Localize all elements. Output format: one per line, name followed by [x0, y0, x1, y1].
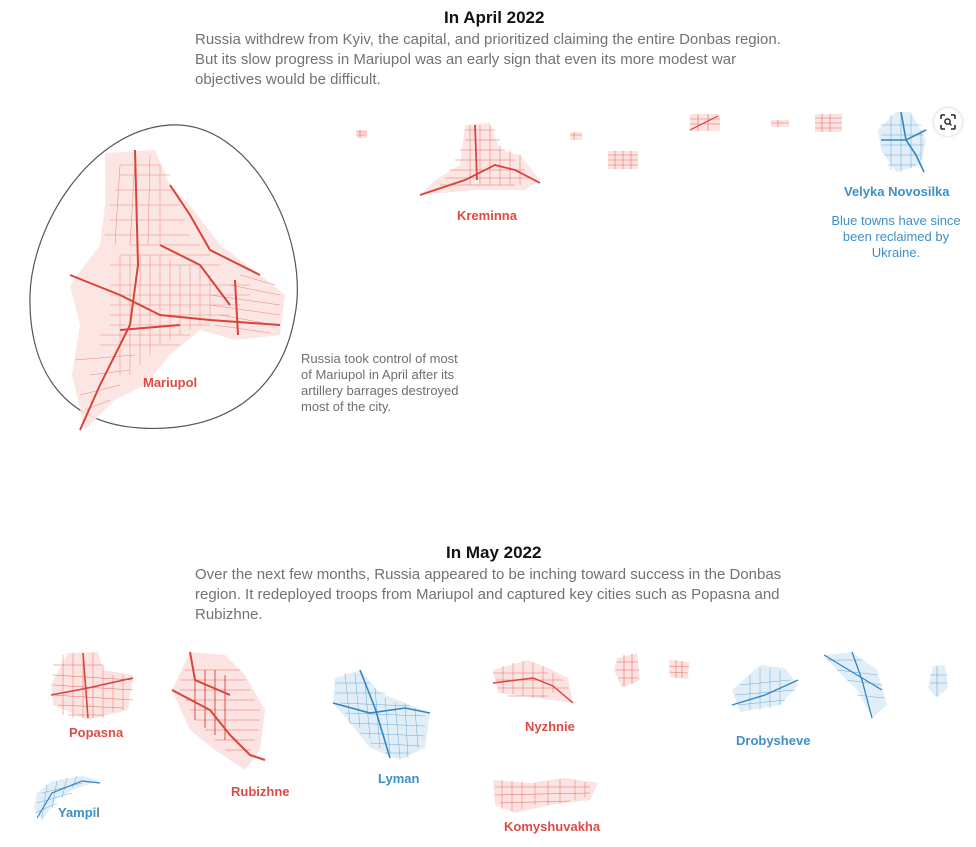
label-komyshuvakha: Komyshuvakha [504, 819, 601, 834]
map-village-6 [815, 114, 842, 132]
map-popasna [50, 652, 134, 720]
label-mariupol: Mariupol [143, 375, 198, 390]
map-village-5 [771, 120, 789, 127]
map-village-1 [356, 130, 367, 138]
label-drobysheve: Drobysheve [736, 733, 811, 748]
focus-zoom-icon [940, 114, 956, 130]
map-village-2 [570, 132, 582, 140]
map-komyshuvakha [493, 778, 598, 813]
map-drobysheve [731, 665, 799, 712]
map-kreminna [419, 123, 541, 196]
label-rubizhne: Rubizhne [231, 784, 290, 799]
zoom-button[interactable] [934, 108, 962, 136]
label-velyka-novosilka: Velyka Novosilka [844, 184, 950, 199]
blue-towns-annotation: Blue towns have since been reclaimed by … [831, 213, 961, 260]
map-lyman [332, 669, 431, 760]
map-village-4 [689, 114, 720, 131]
mariupol-highlight-ring [29, 124, 298, 430]
map-rubizhne [171, 651, 266, 770]
label-kreminna: Kreminna [457, 208, 517, 223]
map-village-10 [928, 665, 948, 698]
map-yampil [34, 775, 101, 821]
map-village-3 [608, 151, 638, 169]
map-nyzhnie [492, 660, 574, 704]
april-title: In April 2022 [444, 8, 545, 27]
map-velyka-novosilka [878, 111, 927, 173]
label-nyzhnie: Nyzhnie [525, 719, 575, 734]
mariupol-annotation: Russia took control of most of Mariupol … [301, 351, 459, 414]
map-village-7 [614, 653, 640, 688]
map-village-8 [668, 660, 690, 679]
label-popasna: Popasna [69, 725, 124, 740]
april-description: Russia withdrew from Kyiv, the capital, … [195, 31, 781, 88]
label-yampil: Yampil [58, 805, 100, 820]
may-description: Over the next few months, Russia appeare… [195, 566, 782, 623]
map-village-9 [823, 651, 887, 719]
label-lyman: Lyman [378, 771, 420, 786]
map-mariupol [69, 149, 285, 431]
may-title: In May 2022 [446, 543, 542, 562]
